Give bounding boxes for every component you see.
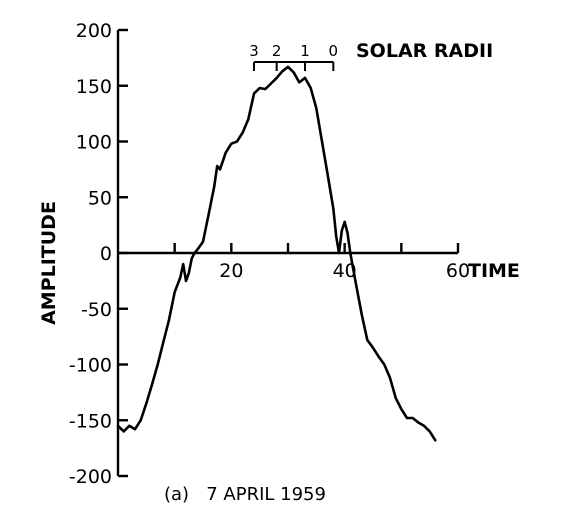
- y-tick-label: 100: [76, 132, 112, 154]
- y-tick-label: 50: [88, 187, 112, 209]
- y-tick-label: -50: [81, 299, 112, 321]
- x-tick-label: 40: [333, 260, 357, 282]
- x-axis-title: TIME: [468, 260, 520, 282]
- y-tick-label: -150: [69, 410, 112, 432]
- radii-tick-label: 0: [329, 42, 339, 60]
- x-tick-label: 20: [219, 260, 243, 282]
- y-tick-label: 150: [76, 76, 112, 98]
- radii-tick-label: 2: [272, 42, 282, 60]
- x-tick-label: 60: [446, 260, 470, 282]
- y-tick-label: -200: [69, 466, 112, 488]
- y-axis-title: AMPLITUDE: [38, 201, 60, 325]
- series-line: [116, 65, 437, 442]
- chart-caption: (a) 7 APRIL 1959: [164, 484, 326, 505]
- y-tick-label: 200: [76, 20, 112, 42]
- y-tick-label: 0: [100, 243, 112, 265]
- radii-tick-label: 3: [249, 42, 259, 60]
- radii-tick-label: 1: [300, 42, 310, 60]
- solar-radii-title: SOLAR RADII: [356, 40, 493, 62]
- y-tick-label: -100: [69, 355, 112, 377]
